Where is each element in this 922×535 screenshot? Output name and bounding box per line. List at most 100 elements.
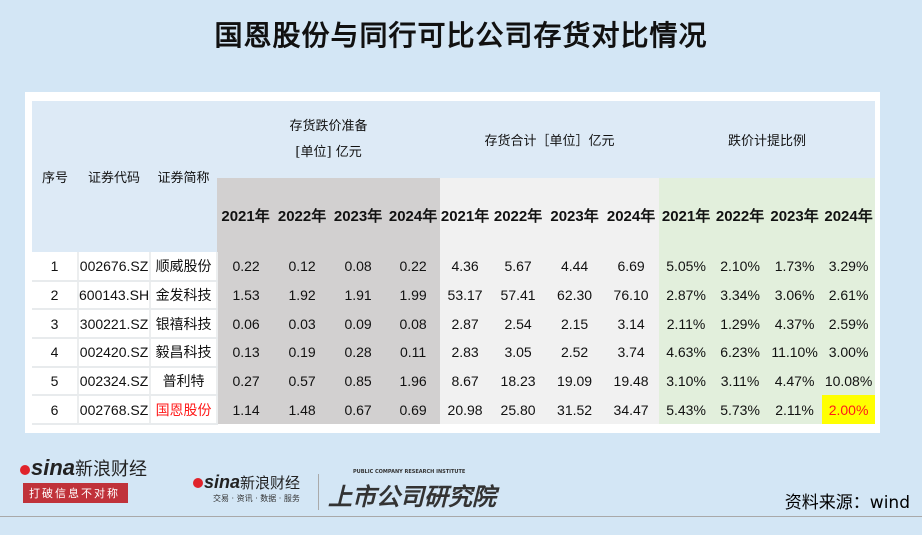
cell-inventory: 2.15 <box>546 309 604 339</box>
cell-code: 002420.SZ <box>78 338 152 368</box>
cell-ratio: 3.34% <box>713 280 768 310</box>
sina-finance-logo-2: sina新浪财经 交易 · 资讯 · 数据 · 服务 <box>193 472 300 504</box>
cell-ratio: 3.10% <box>659 366 714 396</box>
cell-provision: 0.19 <box>274 338 331 367</box>
cell-ratio: 5.05% <box>659 252 714 281</box>
cell-provision: 1.92 <box>274 280 331 310</box>
table-row: 1 002676.SZ 顺威股份 0.22 0.12 0.08 0.22 4.36 5.67 4.… <box>32 252 876 282</box>
cell-provision: 1.91 <box>330 280 387 310</box>
header-inventory: 存货合计［单位］亿元 <box>484 134 615 149</box>
cell-inventory: 62.30 <box>546 280 604 310</box>
cell-ratio: 4.63% <box>659 338 714 367</box>
header-year: 2023年 <box>330 178 387 252</box>
cell-ratio: 6.23% <box>713 338 768 367</box>
cell-provision: 1.14 <box>217 395 275 425</box>
cell-code: 002324.SZ <box>78 366 152 397</box>
table-row: 3 300221.SZ 银禧科技 0.06 0.03 0.09 0.08 2.87 2.54 2.… <box>32 309 876 340</box>
cell-inventory: 8.67 <box>440 366 491 396</box>
header-year: 2021年 <box>440 178 491 252</box>
research-institute-logo: PUBLIC COMPANY RESEARCH INSTITUTE 上市公司研究院 <box>328 469 496 511</box>
cell-ratio: 4.47% <box>767 366 823 396</box>
header-year: 2021年 <box>217 178 275 252</box>
page-title: 国恩股份与同行可比公司存货对比情况 <box>214 19 708 52</box>
cell-code: 002768.SZ <box>78 395 152 426</box>
cell-inventory: 19.09 <box>546 366 604 396</box>
sina-eye-icon <box>193 478 203 488</box>
cell-provision: 0.57 <box>274 366 331 396</box>
cell-name: 银禧科技 <box>150 309 219 340</box>
cell-inventory: 2.83 <box>440 338 491 367</box>
cell-inventory: 19.48 <box>603 366 660 396</box>
cell-inventory: 6.69 <box>603 252 660 281</box>
cell-ratio: 2.87% <box>659 280 714 310</box>
header-seq: 序号 <box>41 171 68 186</box>
cell-ratio: 2.59% <box>822 309 876 339</box>
cell-ratio: 3.29% <box>822 252 876 281</box>
header-code: 证券代码 <box>88 171 141 186</box>
cell-name: 顺威股份 <box>150 252 219 282</box>
cell-provision: 0.27 <box>217 366 275 396</box>
cell-ratio: 2.11% <box>659 309 714 339</box>
cell-inventory: 2.54 <box>490 309 547 339</box>
cell-provision: 0.67 <box>330 395 387 425</box>
cell-inventory: 2.87 <box>440 309 491 339</box>
table-row: 5 002324.SZ 普利特 0.27 0.57 0.85 1.96 8.67 18.23 19… <box>32 366 876 397</box>
cell-code: 600143.SH <box>78 280 152 311</box>
header-year: 2024年 <box>603 178 660 252</box>
cell-seq: 4 <box>32 338 79 368</box>
cell-code: 002676.SZ <box>78 252 152 282</box>
cell-ratio: 3.00% <box>822 338 876 367</box>
header-year: 2023年 <box>546 178 604 252</box>
cell-inventory: 3.05 <box>490 338 547 367</box>
sina-eye-icon <box>20 465 30 475</box>
table-row: 6 002768.SZ 国恩股份 1.14 1.48 0.67 0.69 20.98 25.80… <box>32 395 876 426</box>
header-year: 2021年 <box>659 178 714 252</box>
header-year: 2022年 <box>274 178 331 252</box>
header-provision-line2: [单位] 亿元 <box>295 144 362 160</box>
header-year: 2023年 <box>767 178 823 252</box>
cell-provision: 1.99 <box>386 280 441 310</box>
cell-inventory: 3.14 <box>603 309 660 339</box>
cell-inventory: 25.80 <box>490 395 547 425</box>
cell-provision: 0.28 <box>330 338 387 367</box>
cell-provision: 0.08 <box>330 252 387 281</box>
cell-inventory: 57.41 <box>490 280 547 310</box>
table-row: 4 002420.SZ 毅昌科技 0.13 0.19 0.28 0.11 2.83 3.05 2.… <box>32 338 876 368</box>
cell-provision: 0.69 <box>386 395 441 425</box>
source-note: 资料来源：wind <box>784 493 910 513</box>
cell-ratio: 1.73% <box>767 252 823 281</box>
cell-ratio: 1.29% <box>713 309 768 339</box>
cell-inventory: 53.17 <box>440 280 491 310</box>
cell-name: 国恩股份 <box>150 395 219 426</box>
cell-inventory: 4.36 <box>440 252 491 281</box>
cell-provision: 0.09 <box>330 309 387 339</box>
cell-ratio: 2.10% <box>713 252 768 281</box>
cell-inventory: 3.74 <box>603 338 660 367</box>
cell-name: 普利特 <box>150 366 219 397</box>
cell-seq: 3 <box>32 309 79 340</box>
cell-provision: 1.96 <box>386 366 441 396</box>
header-name: 证券简称 <box>157 171 210 186</box>
cell-provision: 0.06 <box>217 309 275 339</box>
cell-provision: 0.85 <box>330 366 387 396</box>
cell-ratio: 10.08% <box>822 366 876 396</box>
cell-provision: 1.48 <box>274 395 331 425</box>
cell-provision: 0.12 <box>274 252 331 281</box>
cell-ratio: 2.61% <box>822 280 876 310</box>
cell-code: 300221.SZ <box>78 309 152 340</box>
cell-inventory: 4.44 <box>546 252 604 281</box>
header-provision: 存货跌价准备 [单位] 亿元 <box>217 101 440 178</box>
cell-ratio: 3.11% <box>713 366 768 396</box>
cell-ratio: 11.10% <box>767 338 823 367</box>
header-year: 2024年 <box>822 178 876 252</box>
cell-inventory: 2.52 <box>546 338 604 367</box>
cell-provision: 0.13 <box>217 338 275 367</box>
cell-ratio: 4.37% <box>767 309 823 339</box>
cell-name: 金发科技 <box>150 280 219 311</box>
header-provision-line1: 存货跌价准备 <box>289 118 368 134</box>
footer-divider <box>0 516 922 517</box>
cell-seq: 2 <box>32 280 79 311</box>
header-year: 2022年 <box>490 178 547 252</box>
cell-inventory: 5.67 <box>490 252 547 281</box>
cell-inventory: 20.98 <box>440 395 491 425</box>
